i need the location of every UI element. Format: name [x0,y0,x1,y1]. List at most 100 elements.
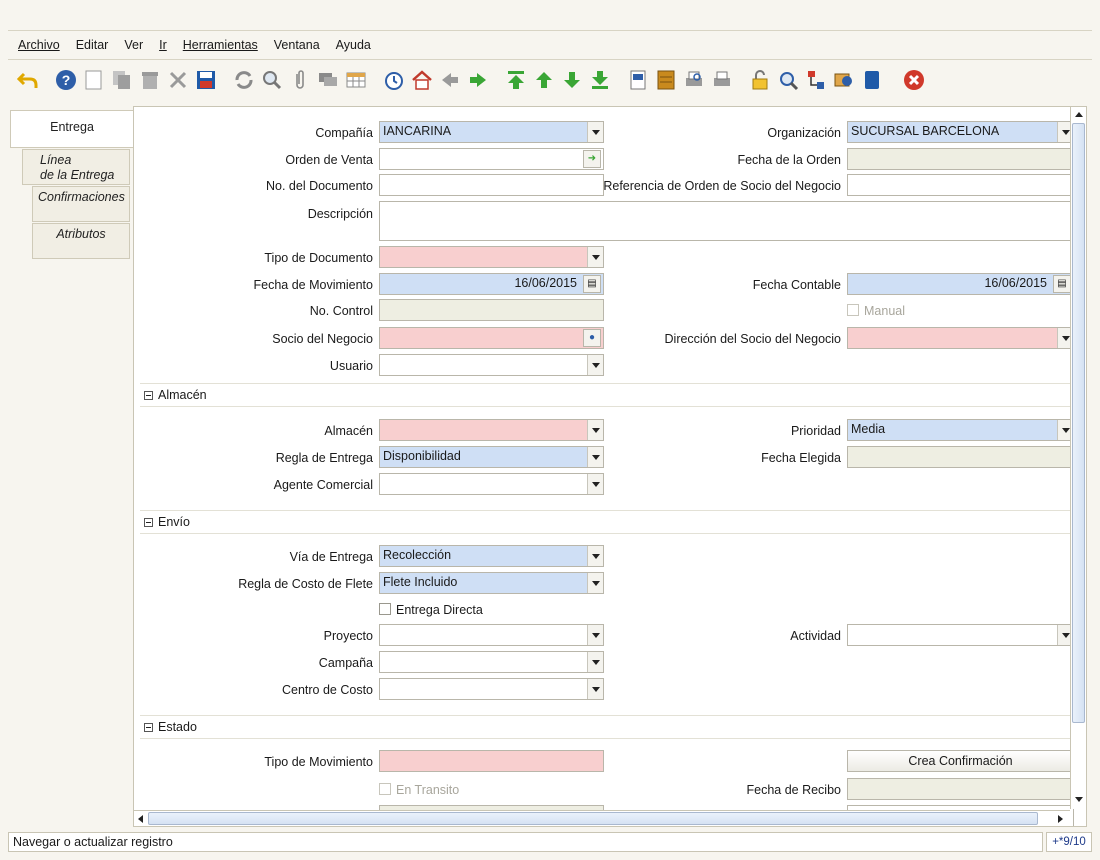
calendar-icon[interactable]: ▤ [583,275,601,293]
chevron-down-icon[interactable] [587,122,603,142]
section-estado[interactable]: Estado [140,715,1076,739]
copy-record-icon[interactable] [110,68,134,92]
en-transito-checkbox[interactable] [379,783,391,795]
person-icon[interactable]: ● [583,329,601,347]
report-icon[interactable] [626,68,650,92]
via-entrega-select[interactable]: Recolección [379,545,604,567]
fecha-elegida-field[interactable] [847,446,1074,468]
print-preview-icon[interactable] [682,68,706,92]
save-icon[interactable] [194,68,218,92]
delete-icon[interactable] [138,68,162,92]
regla-costo-flete-select[interactable]: Flete Incluido [379,572,604,594]
orden-venta-field[interactable]: ➜ [379,148,604,170]
centro-costo-select[interactable] [379,678,604,700]
chevron-down-icon[interactable] [587,447,603,467]
organizacion-select[interactable]: SUCURSAL BARCELONA [847,121,1074,143]
chevron-down-icon[interactable] [1057,420,1073,440]
collapse-icon[interactable] [144,723,153,732]
menu-ventana[interactable]: Ventana [274,38,320,52]
tab-atributos[interactable]: Atributos [32,223,130,259]
refresh-icon[interactable] [232,68,256,92]
menu-editar[interactable]: Editar [76,38,109,52]
scroll-down-icon[interactable] [1075,797,1083,802]
new-record-icon[interactable] [82,68,106,92]
crea-confirmacion-button[interactable]: Crea Confirmación [847,750,1074,772]
usuario-select[interactable] [379,354,604,376]
chevron-down-icon[interactable] [587,474,603,494]
tab-linea-entrega[interactable]: Línea de la Entrega [22,149,130,185]
tab-confirmaciones[interactable]: Confirmaciones [32,186,130,222]
chevron-down-icon[interactable] [1057,122,1073,142]
tipo-documento-select[interactable] [379,246,604,268]
chevron-down-icon[interactable] [587,355,603,375]
fecha-contable-field[interactable]: 16/06/2015 ▤ [847,273,1074,295]
undo-icon[interactable] [16,68,40,92]
chevron-down-icon[interactable] [1057,625,1073,645]
calendar-icon[interactable]: ▤ [1053,275,1071,293]
section-almacen[interactable]: Almacén [140,383,1076,407]
parent-record-icon[interactable] [532,68,556,92]
menu-ir[interactable]: Ir [159,38,167,52]
close-window-icon[interactable] [902,68,926,92]
fecha-orden-field[interactable] [847,148,1074,170]
menu-herramientas[interactable]: Herramientas [183,38,258,52]
chevron-down-icon[interactable] [587,546,603,566]
first-record-icon[interactable] [504,68,528,92]
print-icon[interactable] [710,68,734,92]
direccion-socio-select[interactable] [847,327,1074,349]
fecha-movimiento-field[interactable]: 16/06/2015 ▤ [379,273,604,295]
horizontal-scrollbar[interactable] [134,810,1070,826]
chevron-down-icon[interactable] [587,247,603,267]
chevron-down-icon[interactable] [587,679,603,699]
home-icon[interactable] [410,68,434,92]
vertical-scroll-thumb[interactable] [1072,123,1085,723]
detail-record-icon[interactable] [560,68,584,92]
find-icon[interactable] [260,68,284,92]
no-documento-field[interactable] [379,174,604,196]
campana-select[interactable] [379,651,604,673]
previous-record-icon[interactable] [438,68,462,92]
chevron-down-icon[interactable] [1057,328,1073,348]
lock-icon[interactable] [748,68,772,92]
no-control-field[interactable] [379,299,604,321]
section-envio[interactable]: Envío [140,510,1076,534]
regla-entrega-select[interactable]: Disponibilidad [379,446,604,468]
requests-icon[interactable] [832,68,856,92]
referencia-orden-field[interactable] [847,174,1074,196]
attachment-icon[interactable] [288,68,312,92]
help-icon[interactable]: ? [54,68,78,92]
tab-entrega[interactable]: Entrega [10,110,133,148]
collapse-icon[interactable] [144,391,153,400]
chevron-down-icon[interactable] [587,652,603,672]
delete-selection-icon[interactable] [166,68,190,92]
next-record-icon[interactable] [466,68,490,92]
vertical-scrollbar[interactable] [1070,107,1086,809]
almacen-select[interactable] [379,419,604,441]
prioridad-select[interactable]: Media [847,419,1074,441]
socio-negocio-field[interactable]: ● [379,327,604,349]
archive-icon[interactable] [654,68,678,92]
chevron-down-icon[interactable] [587,573,603,593]
product-info-icon[interactable] [860,68,884,92]
horizontal-scroll-thumb[interactable] [148,812,1038,825]
chevron-down-icon[interactable] [587,420,603,440]
menu-ayuda[interactable]: Ayuda [336,38,371,52]
record-counter[interactable]: +*9/10 [1046,832,1092,852]
actividad-select[interactable] [847,624,1074,646]
entrega-directa-checkbox[interactable] [379,603,391,615]
tipo-movimiento-field[interactable] [379,750,604,772]
fecha-recibo-field[interactable] [847,778,1074,800]
collapse-icon[interactable] [144,518,153,527]
manual-checkbox[interactable] [847,304,859,316]
menu-ver[interactable]: Ver [124,38,143,52]
active-workflows-icon[interactable] [804,68,828,92]
last-record-icon[interactable] [588,68,612,92]
history-icon[interactable] [382,68,406,92]
scroll-right-icon[interactable] [1058,815,1063,823]
lookup-icon[interactable]: ➜ [583,150,601,168]
descripcion-field[interactable] [379,201,1074,241]
scroll-left-icon[interactable] [138,815,143,823]
grid-toggle-icon[interactable] [344,68,368,92]
compania-select[interactable]: IANCARINA [379,121,604,143]
scroll-up-icon[interactable] [1075,112,1083,117]
